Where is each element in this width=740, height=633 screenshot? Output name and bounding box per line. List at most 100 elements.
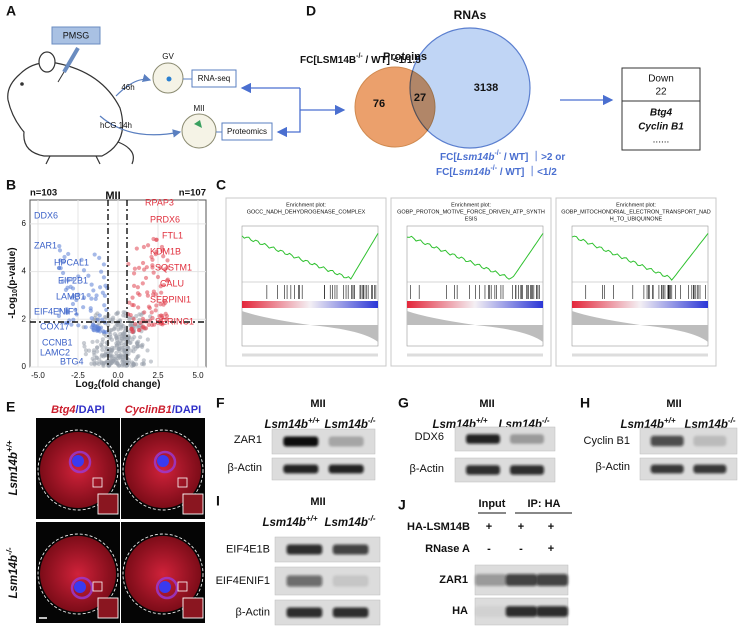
protein-label: EIF4ENIF1 — [216, 575, 270, 587]
gsea-term: GOBP_MITOCHONDRIAL_ELECTRON_TRANSPORT_NA… — [561, 209, 711, 215]
point — [130, 295, 135, 300]
point — [155, 274, 161, 280]
genotype-label: Lsm14b-/- — [324, 514, 375, 529]
zona — [122, 533, 204, 615]
point — [100, 340, 105, 345]
point — [56, 313, 62, 319]
oocyte — [40, 432, 116, 508]
point — [154, 303, 159, 308]
point — [136, 343, 141, 349]
text-part: -/- — [5, 547, 14, 555]
condition-sign: + — [518, 521, 524, 533]
mouse-tail — [117, 141, 134, 165]
point — [130, 302, 135, 308]
text-part: Lsm14b — [8, 452, 20, 495]
point — [99, 360, 104, 365]
point — [127, 335, 132, 340]
gene-box — [621, 67, 701, 151]
nucleus — [166, 76, 172, 82]
point — [106, 323, 111, 328]
band — [466, 465, 500, 475]
point — [122, 329, 128, 334]
assay-box — [221, 122, 273, 141]
point — [81, 305, 86, 310]
panel-letter: G — [398, 395, 409, 411]
point — [121, 345, 126, 350]
oocyte — [125, 432, 201, 508]
point — [61, 259, 66, 265]
gene-label: LAMB1 — [56, 291, 86, 301]
blot — [271, 457, 376, 481]
condition-sign: + — [548, 521, 554, 533]
band — [536, 606, 568, 617]
point — [91, 328, 97, 333]
point — [138, 320, 143, 326]
point — [81, 268, 87, 273]
point — [95, 317, 100, 322]
point — [108, 328, 113, 333]
point — [60, 270, 66, 276]
point — [98, 325, 104, 330]
gsea-heading: Enrichment plot: — [451, 202, 491, 208]
inset-marker — [177, 581, 188, 592]
inset-marker — [92, 581, 103, 592]
es-curve — [571, 233, 709, 281]
text-part: 10 — [12, 289, 19, 297]
stage-label: MII — [479, 398, 494, 410]
point — [131, 271, 137, 276]
point — [100, 347, 105, 352]
protein-label: ZAR1 — [234, 434, 262, 446]
point — [160, 248, 165, 253]
point — [97, 255, 102, 260]
gene-label: BTG4 — [60, 356, 84, 366]
panel-letter: D — [306, 3, 316, 19]
point — [137, 292, 142, 297]
point — [56, 265, 62, 271]
point — [101, 275, 107, 280]
set-label: Proteins — [383, 51, 427, 63]
point — [79, 257, 84, 262]
point — [144, 265, 149, 270]
point — [145, 290, 150, 295]
band — [650, 435, 684, 447]
column-header: Btg4/DAPI — [51, 404, 105, 416]
band — [505, 574, 538, 586]
band — [693, 464, 727, 474]
point — [92, 352, 97, 358]
point — [164, 317, 169, 322]
zona — [37, 533, 119, 615]
y-tick-label: 6 — [22, 219, 27, 228]
band — [650, 464, 684, 474]
mouse-leg — [45, 155, 101, 165]
gene-label: HPCAL1 — [54, 257, 89, 267]
point — [91, 322, 96, 327]
box-count: 22 — [655, 87, 667, 98]
bracket-arrow — [276, 88, 301, 138]
point — [158, 302, 163, 307]
point — [138, 335, 143, 340]
point — [163, 311, 168, 316]
text-part: Lsm14b — [264, 419, 307, 431]
panel-letter: F — [216, 395, 225, 411]
text-part: Log — [75, 379, 93, 390]
stage-label: MII — [310, 398, 325, 410]
point — [65, 285, 70, 290]
text-part: Lsm14b — [324, 517, 367, 529]
point — [108, 354, 113, 359]
point — [93, 313, 98, 318]
protein-label: Cyclin B1 — [584, 435, 630, 447]
point — [57, 248, 63, 253]
point — [95, 324, 100, 329]
inset-marker — [92, 477, 103, 488]
gene-label: EIF2B1 — [58, 275, 88, 285]
point — [99, 344, 105, 349]
gene-label: SQSTM1 — [155, 262, 192, 272]
band — [283, 436, 319, 447]
band — [510, 434, 544, 444]
point — [74, 312, 79, 317]
inset — [182, 597, 204, 619]
es-frame — [571, 225, 709, 347]
protein-label: EIF4E1B — [226, 543, 270, 555]
point — [149, 310, 154, 315]
text-part: Lsm14b — [453, 167, 491, 178]
